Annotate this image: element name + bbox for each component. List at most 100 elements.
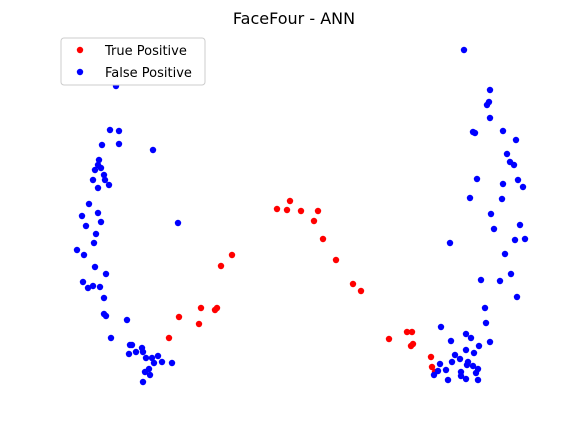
true-positive-point <box>314 207 322 215</box>
false-positive-point <box>95 156 103 164</box>
false-positive-point <box>512 136 520 144</box>
false-positive-point <box>107 334 115 342</box>
false-positive-point <box>460 46 468 54</box>
false-positive-point <box>132 348 140 356</box>
legend-label-false-positive: False Positive <box>105 66 192 81</box>
true-positive-point <box>195 320 203 328</box>
false-positive-point <box>168 359 176 367</box>
false-positive-point <box>457 368 465 376</box>
false-positive-point <box>148 354 156 362</box>
false-positive-point <box>96 283 104 291</box>
false-positive-point <box>467 334 475 342</box>
true-positive-point <box>403 328 411 336</box>
legend-label-true-positive: True Positive <box>104 44 187 59</box>
false-positive-point <box>149 146 157 154</box>
true-positive-point <box>319 235 327 243</box>
false-positive-point <box>498 195 506 203</box>
false-positive-point <box>501 250 509 258</box>
false-positive-point <box>102 312 110 320</box>
false-positive-point <box>464 358 472 366</box>
false-positive-point <box>462 346 470 354</box>
true-positive-point <box>297 207 305 215</box>
false-positive-point <box>141 368 149 376</box>
false-positive-point <box>496 277 504 285</box>
false-positive-point <box>102 270 110 278</box>
false-positive-point <box>481 304 489 312</box>
false-positive-point <box>142 354 150 362</box>
false-positive-point <box>470 349 478 357</box>
false-positive-point <box>82 222 90 230</box>
false-positive-point <box>91 166 99 174</box>
false-positive-point <box>437 323 445 331</box>
false-positive-point <box>519 183 527 191</box>
false-positive-point <box>106 126 114 134</box>
true-positive-point <box>385 335 393 343</box>
false-positive-point <box>97 164 105 172</box>
false-positive-point <box>89 282 97 290</box>
true-positive-point <box>286 197 294 205</box>
false-positive-point <box>115 127 123 135</box>
false-positive-point <box>466 194 474 202</box>
true-positive-point <box>427 353 435 361</box>
false-positive-point <box>434 367 442 375</box>
false-positive-point <box>503 150 511 158</box>
legend-marker-false-positive <box>76 68 84 76</box>
false-positive-point <box>158 358 166 366</box>
false-positive-point <box>514 176 522 184</box>
true-positive-point <box>408 328 416 336</box>
false-positive-point <box>482 319 490 327</box>
false-positive-point <box>89 176 97 184</box>
false-positive-point <box>139 378 147 386</box>
false-positive-point <box>499 127 507 135</box>
false-positive-point <box>448 358 456 366</box>
true-positive-point <box>165 334 173 342</box>
false-positive-point <box>487 210 495 218</box>
false-positive-point <box>456 355 464 363</box>
false-positive-point <box>92 230 100 238</box>
false-positive-point <box>125 350 133 358</box>
false-positive-point <box>507 270 515 278</box>
true-positive-point <box>283 206 291 214</box>
false-positive-point <box>94 184 102 192</box>
false-positive-point <box>477 276 485 284</box>
true-positive-point <box>273 205 281 213</box>
false-positive-point <box>100 171 108 179</box>
false-positive-point <box>442 366 450 374</box>
false-positive-point <box>98 141 106 149</box>
false-positive-point <box>138 344 146 352</box>
false-positive-point <box>447 337 455 345</box>
false-positive-point <box>486 86 494 94</box>
false-positive-point <box>513 293 521 301</box>
false-positive-point <box>436 360 444 368</box>
false-positive-point <box>510 161 518 169</box>
true-positive-point <box>228 251 236 259</box>
false-positive-point <box>511 236 519 244</box>
legend-marker-true-positive <box>76 46 84 54</box>
false-positive-point <box>146 371 154 379</box>
false-positive-point <box>123 316 131 324</box>
false-positive-point <box>473 175 481 183</box>
false-positive-point <box>486 114 494 122</box>
false-positive-point <box>100 294 108 302</box>
false-positive-point <box>462 375 470 383</box>
false-positive-point <box>78 212 86 220</box>
false-positive-point <box>79 278 87 286</box>
false-positive-point <box>469 362 477 370</box>
false-positive-point <box>174 219 182 227</box>
true-positive-point <box>310 217 318 225</box>
legend-box <box>60 37 206 86</box>
false-positive-point <box>472 369 480 377</box>
false-positive-point <box>486 338 494 346</box>
false-positive-point <box>474 376 482 384</box>
false-positive-point <box>462 330 470 338</box>
true-positive-point <box>197 304 205 312</box>
false-positive-point <box>154 352 162 360</box>
true-positive-point <box>175 313 183 321</box>
true-positive-point <box>217 262 225 270</box>
series-false-positive <box>73 46 529 386</box>
legend: True Positive False Positive <box>60 37 206 86</box>
false-positive-point <box>483 101 491 109</box>
true-positive-point <box>357 287 365 295</box>
false-positive-point <box>97 218 105 226</box>
